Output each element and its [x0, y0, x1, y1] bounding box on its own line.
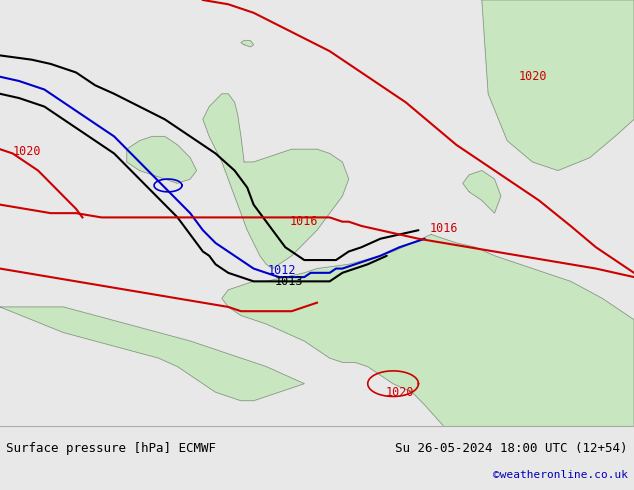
Text: ©weatheronline.co.uk: ©weatheronline.co.uk	[493, 470, 628, 480]
Polygon shape	[482, 0, 634, 171]
Polygon shape	[463, 171, 501, 213]
Polygon shape	[241, 41, 254, 47]
Text: 1013: 1013	[275, 275, 302, 288]
Polygon shape	[127, 136, 197, 183]
Text: 1020: 1020	[519, 70, 547, 83]
Polygon shape	[0, 307, 304, 401]
Text: Su 26-05-2024 18:00 UTC (12+54): Su 26-05-2024 18:00 UTC (12+54)	[395, 442, 628, 455]
Text: 1020: 1020	[385, 386, 413, 399]
Polygon shape	[203, 94, 349, 269]
Text: Surface pressure [hPa] ECMWF: Surface pressure [hPa] ECMWF	[6, 442, 216, 455]
Text: 1012: 1012	[268, 264, 296, 277]
Text: 1020: 1020	[13, 145, 41, 158]
Text: 1016: 1016	[290, 215, 318, 228]
Text: 1016: 1016	[430, 221, 458, 235]
Polygon shape	[222, 234, 634, 426]
